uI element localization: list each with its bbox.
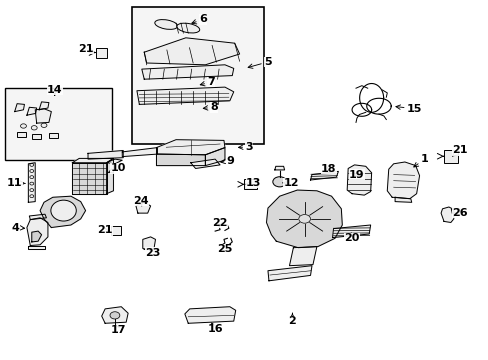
Polygon shape <box>266 190 342 248</box>
Text: 10: 10 <box>108 163 126 174</box>
Ellipse shape <box>177 23 199 33</box>
Bar <box>443 150 457 163</box>
Polygon shape <box>156 140 224 155</box>
Text: 15: 15 <box>395 104 422 114</box>
Polygon shape <box>29 214 46 220</box>
Polygon shape <box>40 196 85 228</box>
Bar <box>5 88 112 160</box>
Bar <box>111 226 121 235</box>
Polygon shape <box>15 104 24 112</box>
Text: 13: 13 <box>245 178 261 188</box>
Text: 14: 14 <box>47 85 62 95</box>
Polygon shape <box>289 247 316 266</box>
Polygon shape <box>39 102 49 110</box>
Polygon shape <box>102 307 128 323</box>
Polygon shape <box>122 148 157 157</box>
Text: 19: 19 <box>348 170 364 180</box>
Polygon shape <box>332 225 370 238</box>
Circle shape <box>41 123 47 127</box>
Circle shape <box>110 312 120 319</box>
Polygon shape <box>205 148 224 166</box>
Polygon shape <box>142 237 155 249</box>
Text: 21: 21 <box>451 145 467 156</box>
Polygon shape <box>156 154 205 166</box>
Polygon shape <box>88 150 123 159</box>
Text: 3: 3 <box>238 142 253 152</box>
Text: 22: 22 <box>212 218 227 228</box>
Polygon shape <box>32 231 41 242</box>
Text: 9: 9 <box>221 156 234 166</box>
Text: 23: 23 <box>144 248 160 258</box>
Polygon shape <box>72 163 106 194</box>
Text: 21: 21 <box>97 225 113 235</box>
Bar <box>132 7 264 144</box>
Polygon shape <box>137 87 233 104</box>
Polygon shape <box>450 209 460 213</box>
Text: 16: 16 <box>207 323 223 334</box>
Text: 1: 1 <box>413 154 427 167</box>
Ellipse shape <box>155 19 177 30</box>
Text: 12: 12 <box>283 178 298 188</box>
Text: 17: 17 <box>110 325 126 336</box>
Polygon shape <box>28 246 45 249</box>
Text: 4: 4 <box>12 222 24 233</box>
Polygon shape <box>27 218 48 246</box>
Polygon shape <box>144 38 239 65</box>
Polygon shape <box>310 171 338 180</box>
Text: 7: 7 <box>200 77 215 87</box>
Polygon shape <box>106 158 113 194</box>
Bar <box>244 179 256 189</box>
Text: 11: 11 <box>7 178 25 188</box>
Text: 20: 20 <box>344 233 359 243</box>
Polygon shape <box>136 202 150 213</box>
Circle shape <box>298 215 310 223</box>
Polygon shape <box>346 165 371 195</box>
Polygon shape <box>440 207 453 222</box>
Polygon shape <box>274 166 284 170</box>
Text: 25: 25 <box>217 244 232 254</box>
Polygon shape <box>386 162 419 199</box>
Circle shape <box>20 124 26 128</box>
Polygon shape <box>35 109 51 123</box>
Bar <box>32 134 41 139</box>
Polygon shape <box>267 266 311 281</box>
Polygon shape <box>190 159 220 168</box>
Text: 24: 24 <box>133 196 148 206</box>
Polygon shape <box>72 158 113 163</box>
Text: 2: 2 <box>288 313 296 326</box>
Polygon shape <box>27 107 37 115</box>
Circle shape <box>31 126 37 130</box>
Polygon shape <box>142 65 233 79</box>
Circle shape <box>272 177 286 187</box>
Bar <box>49 133 58 138</box>
Bar <box>96 48 106 58</box>
Text: 5: 5 <box>247 57 271 68</box>
Polygon shape <box>184 307 235 323</box>
Bar <box>17 132 26 137</box>
Text: 18: 18 <box>320 164 336 174</box>
Text: 26: 26 <box>451 208 467 218</box>
Text: 21: 21 <box>78 44 94 54</box>
Polygon shape <box>28 163 35 202</box>
Text: 6: 6 <box>191 14 206 24</box>
Ellipse shape <box>51 200 76 221</box>
Text: 8: 8 <box>203 102 218 112</box>
Polygon shape <box>394 197 411 202</box>
Polygon shape <box>106 159 122 164</box>
